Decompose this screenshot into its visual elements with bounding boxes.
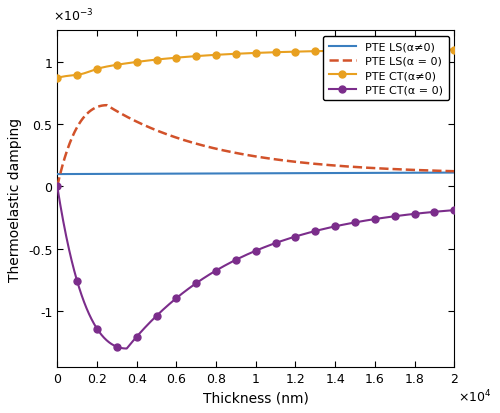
- X-axis label: Thickness (nm): Thickness (nm): [203, 391, 308, 405]
- Text: $\times 10^{-3}$: $\times 10^{-3}$: [54, 8, 94, 24]
- Y-axis label: Thermoelastic damping: Thermoelastic damping: [8, 117, 22, 281]
- Text: $\times 10^{4}$: $\times 10^{4}$: [458, 387, 492, 404]
- Legend: PTE LS(α≠0), PTE LS(α = 0), PTE CT(α≠0), PTE CT(α = 0): PTE LS(α≠0), PTE LS(α = 0), PTE CT(α≠0),…: [323, 37, 448, 101]
